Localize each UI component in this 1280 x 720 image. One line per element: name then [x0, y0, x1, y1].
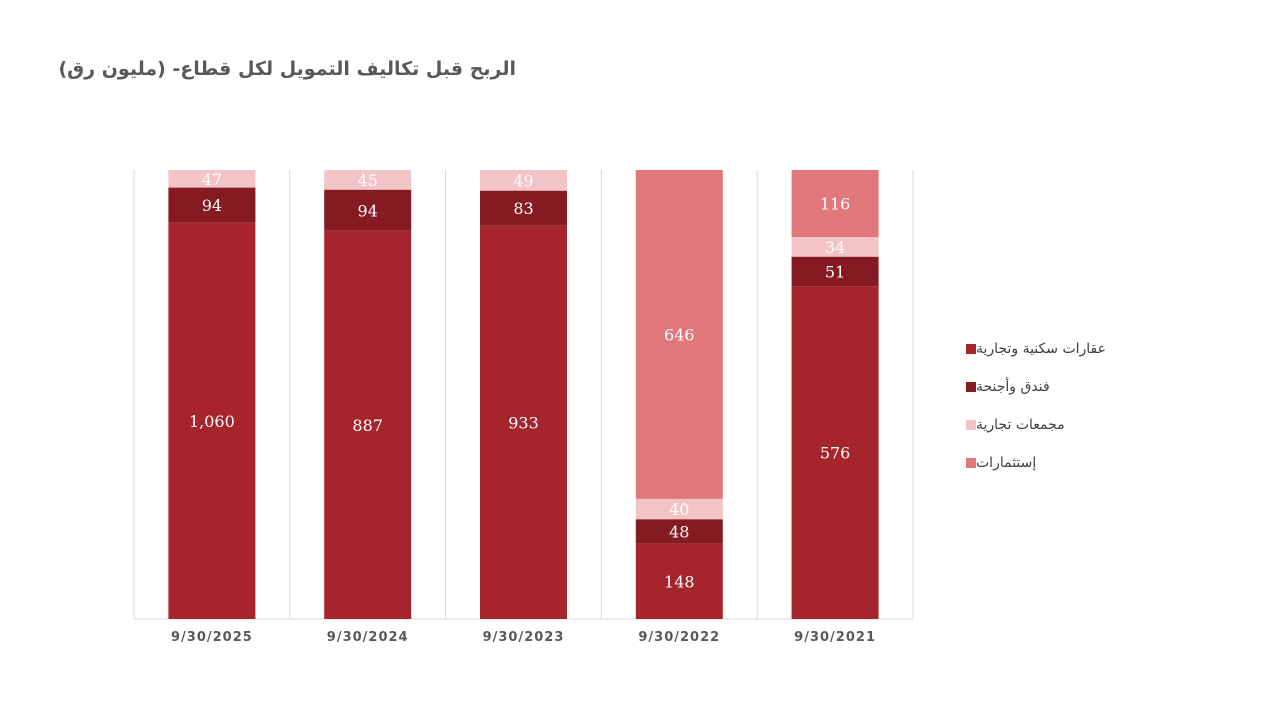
bar-segment — [635, 170, 723, 499]
data-label: 646 — [664, 325, 695, 344]
x-tick-label: 9/30/2025 — [171, 630, 253, 645]
data-label: 116 — [820, 195, 851, 214]
bar-segment — [791, 237, 879, 257]
data-label: 48 — [669, 522, 689, 541]
x-tick-label: 9/30/2021 — [794, 630, 876, 645]
bar-segment — [791, 286, 879, 619]
bar-segment — [168, 170, 256, 188]
x-tick-label: 9/30/2024 — [327, 630, 409, 645]
legend-label: عقارات سكنية وتجارية — [976, 341, 1106, 357]
data-label: 34 — [825, 238, 845, 257]
bar-segment — [791, 256, 879, 287]
data-label: 576 — [820, 444, 851, 463]
bar-segment — [168, 187, 256, 223]
bar-segment — [480, 225, 567, 620]
legend-item: مجمعات تجارية — [960, 406, 1154, 444]
data-label: 1,060 — [189, 412, 235, 431]
bar-segment — [168, 222, 256, 620]
legend-swatch — [966, 458, 976, 468]
bar-segment — [324, 189, 412, 231]
legend-swatch — [966, 344, 976, 354]
bar-segment — [635, 543, 723, 619]
legend-swatch — [966, 420, 976, 430]
legend-item: فندق وأجنحة — [960, 368, 1154, 406]
data-label: 47 — [202, 170, 222, 189]
legend-item: عقارات سكنية وتجارية — [960, 330, 1154, 368]
legend-swatch — [966, 382, 976, 392]
data-label: 94 — [202, 196, 222, 215]
chart-title: الربح قبل تكاليف التمويل لكل قطاع- (مليو… — [58, 58, 516, 80]
x-tick-label: 9/30/2022 — [638, 630, 720, 645]
data-label: 887 — [352, 416, 383, 435]
legend: عقارات سكنية وتجارية فندق وأجنحة مجمعات تج… — [960, 330, 1154, 482]
data-label: 40 — [669, 500, 689, 519]
legend-label: إستثمارات — [976, 455, 1037, 471]
data-label: 933 — [508, 413, 539, 432]
data-label: 94 — [358, 201, 378, 220]
bar-segment — [480, 190, 567, 226]
data-label: 45 — [358, 171, 378, 190]
legend-item: إستثمارات — [960, 444, 1154, 482]
bar-segment — [635, 519, 723, 544]
legend-label: مجمعات تجارية — [976, 417, 1065, 433]
data-label: 49 — [513, 171, 533, 190]
bar-segment — [324, 230, 412, 619]
bar-segment — [324, 170, 412, 190]
data-label: 51 — [825, 262, 845, 281]
x-tick-label: 9/30/2023 — [483, 630, 565, 645]
bar-segment — [635, 498, 723, 520]
data-label: 148 — [664, 572, 695, 591]
data-label: 83 — [513, 199, 533, 218]
legend-label: فندق وأجنحة — [976, 379, 1050, 395]
bar-segment — [480, 170, 567, 191]
bar-segment — [791, 170, 879, 238]
